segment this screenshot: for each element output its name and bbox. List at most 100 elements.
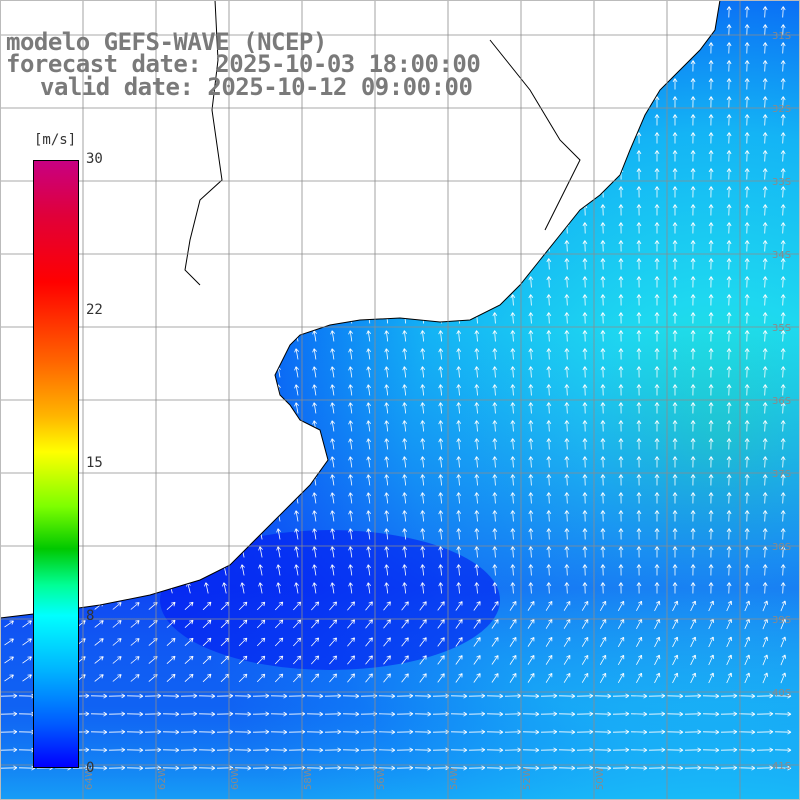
wind-arrow [420, 510, 426, 522]
wind-arrow [708, 546, 714, 558]
wind-arrow [492, 528, 498, 540]
wind-arrow [522, 693, 540, 699]
wind-arrow [600, 492, 606, 504]
wind-arrow [293, 655, 302, 665]
wind-arrow [474, 330, 480, 342]
wind-arrow [654, 546, 660, 558]
wind-arrow [528, 492, 534, 504]
wind-arrow [726, 222, 732, 234]
wind-arrow [636, 510, 642, 522]
wind-arrow [528, 402, 534, 414]
wind-arrow [545, 618, 553, 629]
wind-arrow [414, 747, 432, 753]
wind-arrow [22, 638, 32, 646]
wind-arrow [238, 601, 248, 611]
wind-arrow [654, 474, 660, 486]
wind-arrow [726, 42, 732, 54]
wind-arrow [564, 402, 570, 414]
wind-arrow [510, 312, 516, 324]
wind-arrow [474, 402, 480, 414]
wind-arrow [468, 729, 486, 735]
wind-arrow [330, 402, 336, 414]
wind-arrow [293, 673, 302, 683]
wind-arrow [324, 729, 342, 735]
wind-arrow [654, 402, 660, 414]
wind-arrow [545, 600, 553, 611]
wind-arrow [744, 186, 750, 198]
wind-arrow [402, 582, 408, 594]
wind-arrow [564, 294, 570, 306]
wind-arrow [486, 747, 504, 753]
wind-arrow [402, 438, 408, 450]
wind-arrow [414, 693, 432, 699]
wind-arrow [383, 637, 391, 647]
wind-arrow [401, 655, 409, 665]
wind-arrow [420, 564, 426, 576]
wind-arrow [708, 348, 714, 360]
wind-arrow [636, 654, 643, 665]
wind-arrow [126, 693, 144, 699]
forecast-date: forecast date: 2025-10-03 18:00:00 [6, 50, 481, 78]
wind-arrow [726, 60, 732, 72]
wind-arrow [581, 654, 589, 665]
wind-arrow [563, 654, 571, 665]
wind-arrow [437, 673, 445, 683]
land-mass [0, 0, 721, 619]
wind-arrow [166, 601, 176, 610]
wind-arrow [726, 294, 732, 306]
wind-arrow [366, 438, 372, 450]
wind-arrow [510, 510, 516, 522]
wind-arrow [509, 637, 517, 647]
wind-arrow [348, 402, 354, 414]
wind-arrow [112, 620, 122, 628]
wind-arrow [546, 528, 552, 540]
wind-arrow [202, 601, 212, 611]
wind-arrow [456, 456, 462, 468]
wind-arrow [708, 438, 714, 450]
wind-arrow [198, 765, 216, 771]
wind-arrow [486, 693, 504, 699]
wind-arrow [690, 96, 696, 108]
wind-arrow [780, 546, 786, 558]
wind-arrow [780, 510, 786, 522]
wind-arrow [330, 384, 336, 396]
wind-arrow [636, 330, 642, 342]
wind-arrow [672, 546, 678, 558]
wind-arrow [180, 765, 198, 771]
wind-arrow [762, 330, 768, 342]
wind-arrow [546, 402, 552, 414]
wind-arrow [112, 674, 122, 682]
wind-arrow [198, 747, 216, 753]
wind-arrow [636, 276, 642, 288]
wind-arrow [600, 330, 606, 342]
lat-label: 36S [772, 396, 791, 407]
wind-arrow [708, 636, 715, 648]
wind-arrow [311, 637, 320, 647]
wind-arrow [618, 546, 624, 558]
wind-arrow [612, 729, 630, 735]
wind-arrow [330, 528, 336, 540]
wind-arrow [702, 765, 720, 771]
wind-arrow [450, 765, 468, 771]
wind-arrow [366, 528, 372, 540]
wind-arrow [564, 240, 570, 252]
wind-arrow [240, 564, 245, 576]
wind-arrow [527, 619, 535, 629]
wind-arrow [348, 528, 354, 540]
wind-arrow [582, 348, 588, 360]
colorbar [33, 160, 79, 768]
wind-arrow [672, 168, 678, 180]
wind-arrow [600, 384, 606, 396]
wind-arrow [402, 564, 408, 576]
wind-arrow [558, 747, 576, 753]
wind-arrow [726, 276, 732, 288]
wind-arrow [276, 528, 281, 540]
wind-arrow [456, 510, 462, 522]
wind-arrow [90, 693, 108, 699]
wind-arrow [672, 600, 679, 612]
wind-arrow [252, 747, 270, 753]
wind-arrow [581, 636, 589, 647]
wind-arrow [756, 693, 774, 699]
wind-arrow [330, 438, 336, 450]
